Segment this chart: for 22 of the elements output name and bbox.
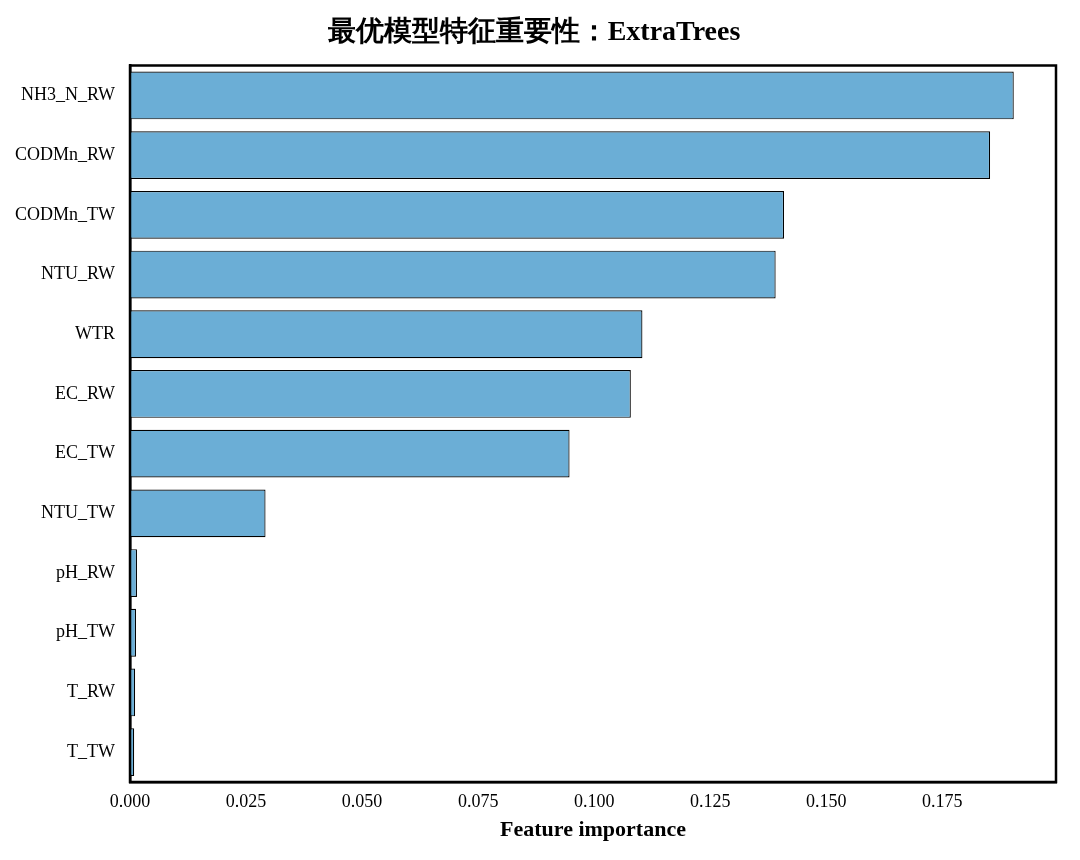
y-tick-label: NTU_TW bbox=[41, 502, 116, 523]
y-tick-label: pH_RW bbox=[56, 561, 116, 582]
x-tick-label: 0.150 bbox=[805, 790, 847, 811]
y-tick-label: CODMn_TW bbox=[15, 203, 116, 224]
x-tick-label: 0.025 bbox=[225, 790, 267, 811]
y-tick-label: CODMn_RW bbox=[15, 143, 116, 164]
y-tick-label: NH3_N_RW bbox=[21, 84, 116, 105]
y-tick-label: T_RW bbox=[67, 681, 116, 702]
x-tick-label: 0.125 bbox=[689, 790, 731, 811]
y-tick-label: EC_TW bbox=[55, 442, 116, 463]
y-tick-label: pH_TW bbox=[56, 621, 116, 642]
y-tick-label: NTU_RW bbox=[41, 263, 116, 284]
x-tick-label: 0.000 bbox=[109, 790, 151, 811]
x-tick-label: 0.100 bbox=[573, 790, 615, 811]
x-tick-label: 0.175 bbox=[922, 790, 963, 811]
y-tick-label: EC_RW bbox=[55, 382, 116, 403]
y-tick-label: T_TW bbox=[67, 740, 116, 761]
x-tick-label: 0.075 bbox=[457, 790, 499, 811]
y-tick-label: WTR bbox=[75, 322, 116, 343]
x-axis-title: Feature importance bbox=[500, 816, 687, 842]
x-tick-label: 0.050 bbox=[341, 790, 383, 811]
chart-title: 最优模型特征重要性：ExtraTrees bbox=[326, 15, 741, 47]
